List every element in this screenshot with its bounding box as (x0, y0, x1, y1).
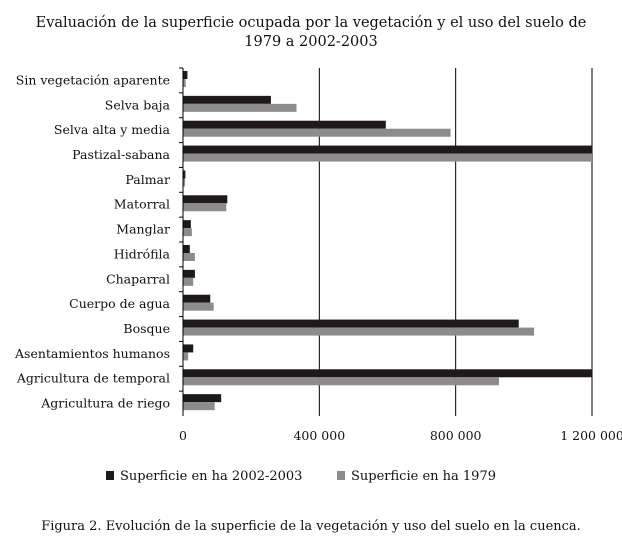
gridlines (318, 68, 593, 416)
axis (179, 67, 184, 416)
category-label: Sin vegetación aparente (16, 72, 170, 87)
category-label: Agricultura de riego (40, 396, 170, 411)
bar-1979 (183, 302, 214, 311)
bar-1979 (183, 277, 194, 286)
category-label: Chaparral (106, 271, 170, 286)
legend-label-1979: Superficie en ha 1979 (351, 469, 496, 484)
bar-1979 (183, 79, 186, 87)
bars (183, 71, 592, 411)
category-label: Manglar (116, 222, 170, 237)
x-tick-label: 400 000 (293, 428, 345, 443)
tick-labels: 0 400 000 800 000 1 200 000 (179, 428, 622, 443)
category-label: Hidrófila (114, 246, 171, 261)
category-label: Selva baja (105, 97, 171, 112)
bar-2002-2003 (183, 269, 195, 278)
bar-2002-2003 (183, 294, 211, 303)
bar-2002-2003 (183, 369, 592, 378)
bar-2002-2003 (183, 71, 188, 79)
bar-1979 (183, 352, 189, 361)
figure-caption: Figura 2. Evolución de la superficie de … (41, 519, 581, 534)
x-tick-label: 0 (179, 428, 187, 443)
bar-1979 (183, 128, 451, 137)
category-label: Asentamientos humanos (14, 346, 170, 361)
bar-1979 (183, 153, 592, 162)
bar-2002-2003 (183, 145, 592, 154)
bar-2002-2003 (183, 120, 386, 129)
category-label: Matorral (114, 197, 170, 212)
bar-2002-2003 (183, 319, 519, 328)
category-label: Bosque (123, 321, 170, 336)
category-label: Palmar (125, 172, 170, 187)
bar-1979 (183, 178, 186, 187)
x-tick-label: 800 000 (430, 428, 482, 443)
bar-2002-2003 (183, 344, 194, 353)
category-label: Agricultura de temporal (16, 371, 170, 386)
bar-1979 (183, 377, 499, 386)
legend-swatch-2002-2003 (106, 471, 114, 480)
chart-title: Evaluación de la superficie ocupada por … (0, 14, 622, 52)
category-labels: Sin vegetación aparente Selva baja Selva a… (14, 72, 171, 410)
category-label: Cuerpo de agua (69, 296, 170, 311)
bar-2002-2003 (183, 245, 190, 253)
bar-1979 (183, 103, 297, 112)
bar-2002-2003 (183, 394, 222, 403)
chart-title-line-1: Evaluación de la superficie ocupada por … (35, 15, 587, 31)
bar-1979 (183, 402, 215, 411)
bar-1979 (183, 203, 227, 212)
category-label: Pastizal-sabana (72, 147, 170, 162)
bar-2002-2003 (183, 195, 228, 204)
legend-swatch-1979 (337, 471, 345, 480)
legend: Superficie en ha 2002-2003 Superficie en … (106, 469, 496, 484)
bar-1979 (183, 228, 192, 237)
bar-1979 (183, 253, 195, 261)
category-label: Selva alta y media (54, 122, 171, 137)
x-tick-label: 1 200 000 (560, 428, 622, 443)
bar-2002-2003 (183, 170, 186, 179)
bar-1979 (183, 327, 535, 336)
bar-2002-2003 (183, 95, 271, 104)
bar-2002-2003 (183, 220, 191, 229)
chart-title-line-2: 1979 a 2002-2003 (244, 34, 378, 50)
legend-label-2002-2003: Superficie en ha 2002-2003 (120, 469, 302, 484)
